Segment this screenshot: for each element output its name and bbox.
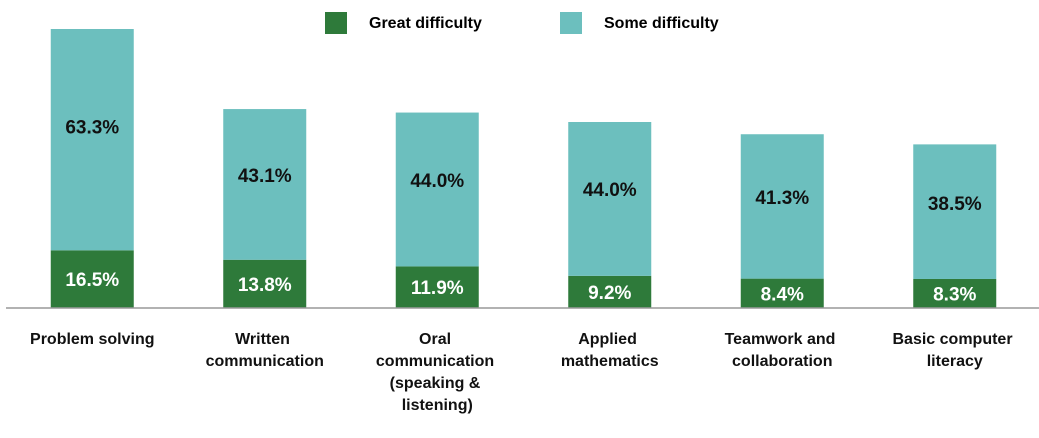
- legend-label: Great difficulty: [369, 15, 482, 32]
- bar-segment: [50, 29, 134, 251]
- bar-segment: [913, 144, 997, 279]
- bar-segment: [395, 266, 479, 308]
- legend-label: Some difficulty: [604, 15, 719, 32]
- x-tick-label: Oral communication (speaking & listening…: [376, 331, 499, 414]
- bar-segment: [395, 112, 479, 267]
- x-tick-label: Teamwork and collaboration: [725, 331, 840, 370]
- x-tick-label: Problem solving: [30, 331, 154, 348]
- value-label: 43.1%: [238, 166, 292, 187]
- bar-segment: [223, 109, 307, 260]
- bar-segment: [223, 259, 307, 308]
- value-label: 13.8%: [238, 275, 292, 296]
- bar-segment: [568, 275, 652, 308]
- value-label: 11.9%: [411, 278, 464, 299]
- x-tick-label: Applied mathematics: [561, 331, 659, 370]
- x-tick-label: Basic computer literacy: [893, 331, 1017, 370]
- value-label: 8.4%: [761, 284, 804, 305]
- legend-swatch: [325, 12, 347, 34]
- bar-segment: [740, 134, 824, 279]
- legend-swatch: [560, 12, 582, 34]
- x-tick-label: Written communication: [206, 331, 324, 370]
- bar-segment: [740, 278, 824, 308]
- value-label: 16.5%: [65, 270, 119, 291]
- value-label: 8.3%: [933, 285, 976, 306]
- value-label: 63.3%: [65, 118, 119, 139]
- value-label: 44.0%: [410, 171, 464, 192]
- value-label: 9.2%: [588, 283, 631, 304]
- value-label: 38.5%: [928, 194, 982, 215]
- bar-segment: [568, 122, 652, 276]
- bar-segment: [913, 278, 997, 308]
- bar-segment: [50, 250, 134, 308]
- value-label: 41.3%: [755, 188, 809, 209]
- value-label: 44.0%: [583, 180, 637, 201]
